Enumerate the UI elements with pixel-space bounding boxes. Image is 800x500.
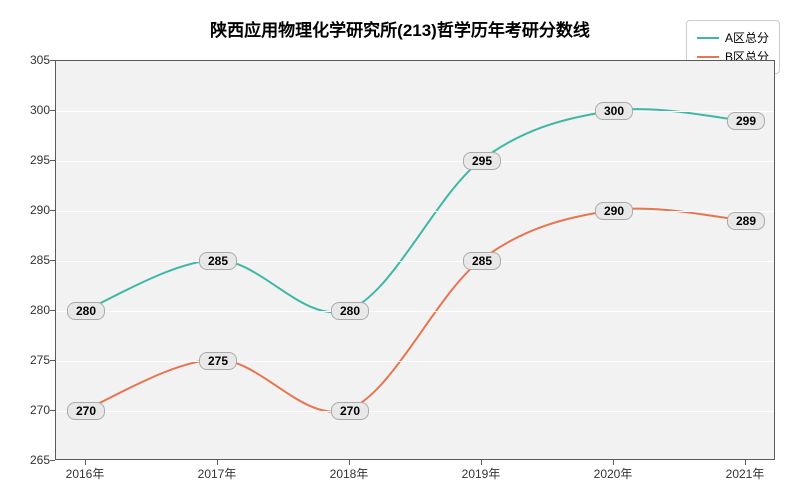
chart-svg [56,61,774,459]
grid-line [56,411,774,412]
y-axis-label: 305 [0,53,50,67]
y-axis-label: 270 [0,403,50,417]
y-tick [50,310,55,311]
grid-line [56,261,774,262]
x-axis-label: 2018年 [330,465,369,482]
data-label: 285 [199,252,237,270]
x-tick [217,460,218,465]
grid-line [56,311,774,312]
data-label: 289 [727,212,765,230]
x-axis-label: 2020年 [594,465,633,482]
y-tick [50,260,55,261]
x-axis-label: 2021年 [726,465,765,482]
y-axis-label: 295 [0,153,50,167]
y-axis-label: 300 [0,103,50,117]
y-axis-label: 285 [0,253,50,267]
x-tick [613,460,614,465]
data-label: 285 [463,252,501,270]
legend-label-a: A区总分 [725,29,769,46]
y-tick [50,360,55,361]
data-label: 300 [595,102,633,120]
chart-container: 陕西应用物理化学研究所(213)哲学历年考研分数线 A区总分 B区总分 2802… [0,0,800,500]
data-label: 290 [595,202,633,220]
data-label: 275 [199,352,237,370]
y-axis-label: 275 [0,353,50,367]
data-label: 280 [331,302,369,320]
grid-line [56,211,774,212]
x-tick [481,460,482,465]
y-axis-label: 265 [0,453,50,467]
grid-line [56,111,774,112]
x-tick [85,460,86,465]
x-axis-label: 2017年 [198,465,237,482]
plot-area: 280 285 280 295 300 299 270 275 270 285 290 289 [55,60,775,460]
y-axis-label: 280 [0,303,50,317]
y-axis-label: 290 [0,203,50,217]
chart-title: 陕西应用物理化学研究所(213)哲学历年考研分数线 [0,0,800,41]
data-label: 295 [463,152,501,170]
data-label: 270 [67,402,105,420]
grid-line [56,361,774,362]
data-label: 270 [331,402,369,420]
x-tick [745,460,746,465]
data-label: 299 [727,112,765,130]
y-tick [50,210,55,211]
legend-swatch-a [697,37,719,39]
legend-swatch-b [697,56,719,58]
data-label: 280 [67,302,105,320]
x-axis-label: 2016年 [66,465,105,482]
y-tick [50,110,55,111]
legend-item-a: A区总分 [697,29,769,46]
y-tick [50,410,55,411]
y-tick [50,160,55,161]
y-tick [50,460,55,461]
y-tick [50,60,55,61]
grid-line [56,161,774,162]
x-axis-label: 2019年 [462,465,501,482]
x-tick [349,460,350,465]
